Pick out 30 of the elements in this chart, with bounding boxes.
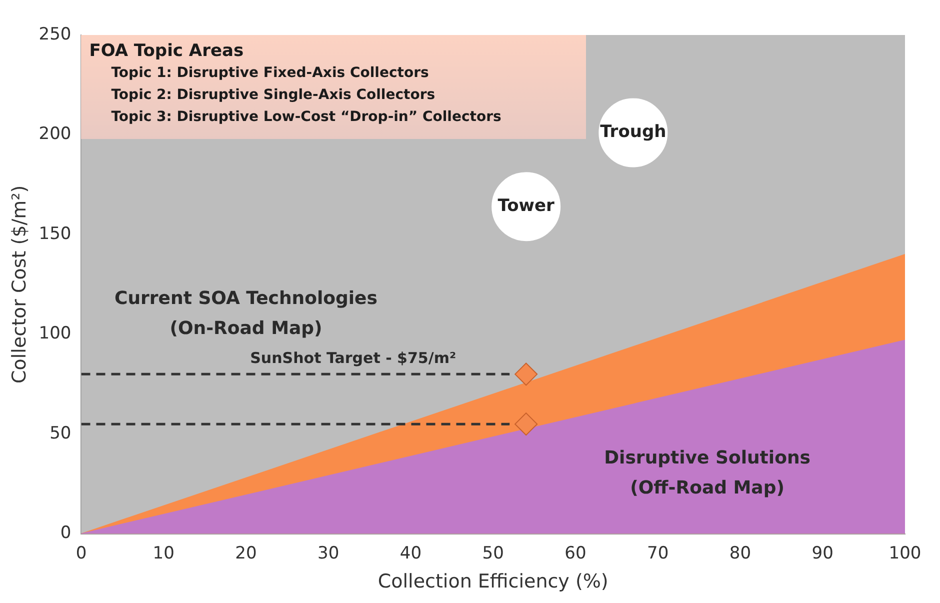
annotation: Current SOA Technologies (On-Road Map) bbox=[114, 288, 378, 339]
x-tick-label: 60 bbox=[564, 543, 586, 564]
point bbox=[514, 362, 538, 386]
annotation: Disruptive Solutions (Off-Road Map) bbox=[604, 448, 810, 499]
annotation: FOA Topic Areas bbox=[89, 41, 245, 61]
y-tick-label: 250 bbox=[38, 24, 72, 44]
x-tick-label: 80 bbox=[729, 543, 752, 564]
y-tick-label: 50 bbox=[50, 423, 72, 444]
y-tick-label: 150 bbox=[38, 224, 72, 244]
x-tick-label: 10 bbox=[152, 543, 174, 564]
annotation: Topic 2: Disruptive Single-Axis Collectors bbox=[111, 87, 436, 103]
annotation: SunShot Target - $75/m² bbox=[250, 349, 456, 368]
x-axis-title: Collection Efficiency (%) bbox=[378, 570, 608, 593]
y-tick-label: 100 bbox=[38, 324, 72, 344]
y-tick-label: 200 bbox=[38, 124, 72, 144]
x-tick-label: 30 bbox=[318, 543, 340, 564]
y-tick-label: 0 bbox=[60, 523, 72, 544]
annotation: Topic 3: Disruptive Low-Cost “Drop-in” Collectors bbox=[111, 109, 502, 125]
series-label: Tower bbox=[498, 196, 556, 216]
y-axis-title: Collector Cost ($/m²) bbox=[8, 185, 30, 384]
x-tick-label: 70 bbox=[647, 543, 669, 564]
series-label: Trough bbox=[600, 122, 666, 142]
x-tick-label: 20 bbox=[235, 543, 257, 564]
x-tick-label: 0 bbox=[76, 543, 87, 564]
x-tick-label: 40 bbox=[400, 543, 422, 564]
annotation: Topic 1: Disruptive Fixed-Axis Collectors bbox=[111, 65, 430, 81]
point bbox=[514, 412, 538, 436]
x-tick-label: 90 bbox=[812, 543, 834, 564]
x-tick-label: 100 bbox=[888, 543, 922, 564]
x-tick-label: 50 bbox=[482, 543, 504, 564]
